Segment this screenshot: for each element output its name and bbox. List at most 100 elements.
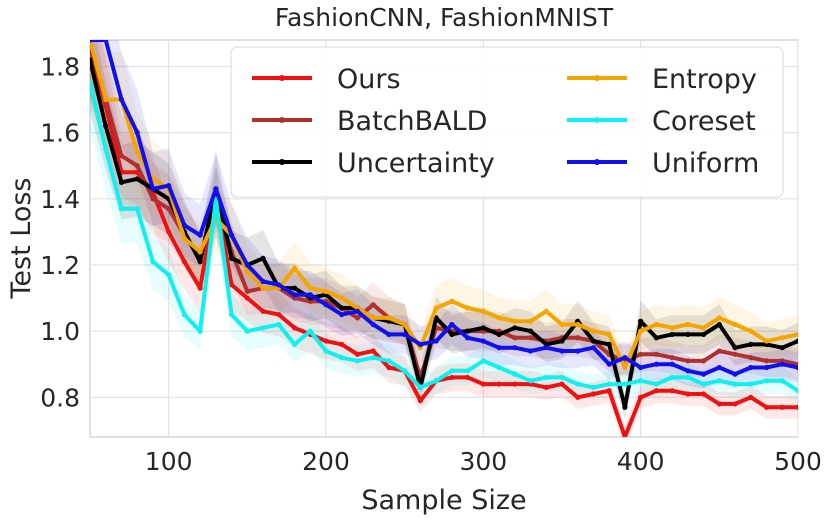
data-point-ours [291, 325, 298, 331]
y-tick-label: 1.8 [40, 52, 80, 81]
x-tick-label: 300 [459, 447, 507, 476]
data-point-entropy [465, 305, 471, 311]
data-point-uniform [433, 338, 439, 344]
series-lines [90, 40, 798, 437]
data-point-entropy [685, 321, 691, 328]
data-point-entropy [559, 321, 565, 328]
data-point-uncertainty [669, 331, 675, 338]
data-point-batchbald [134, 163, 140, 169]
series-line-coreset [90, 82, 798, 393]
data-point-coreset [229, 311, 235, 318]
y-tick-label: 1.2 [40, 251, 80, 280]
data-point-entropy [527, 318, 534, 324]
data-point-entropy [669, 325, 675, 331]
data-point-entropy [779, 335, 785, 341]
data-point-coreset [732, 381, 738, 387]
data-point-uncertainty [795, 338, 798, 344]
data-point-ours [323, 338, 329, 344]
legend-box [230, 46, 784, 198]
data-point-ours [606, 388, 612, 394]
data-point-uncertainty [512, 325, 518, 331]
data-point-entropy [260, 285, 266, 291]
data-point-coreset [701, 381, 707, 387]
data-point-batchbald [701, 358, 707, 364]
data-point-entropy [716, 315, 722, 321]
data-point-coreset [197, 328, 203, 334]
data-point-uniform [716, 364, 722, 371]
legend-marker [279, 75, 285, 81]
legend-label-uniform: Uniform [652, 148, 759, 179]
data-point-ours [590, 391, 597, 397]
data-point-uniform [465, 335, 471, 341]
data-point-ours [559, 381, 565, 387]
data-point-batchbald [512, 335, 518, 341]
series-line-uniform [90, 40, 798, 377]
data-point-ours [244, 295, 250, 301]
data-point-entropy [291, 265, 298, 271]
data-point-ours [166, 229, 172, 235]
data-point-uniform [496, 345, 502, 351]
data-point-uniform [669, 361, 675, 367]
data-point-uniform [417, 341, 423, 347]
data-point-batchbald [732, 351, 738, 357]
data-point-entropy [543, 308, 549, 314]
legend-label-entropy: Entropy [652, 64, 757, 95]
data-point-uncertainty [653, 335, 660, 341]
data-point-ours [763, 404, 770, 410]
data-point-entropy [795, 331, 798, 338]
data-point-uniform [260, 278, 266, 285]
data-point-uniform [748, 364, 754, 371]
data-point-batchbald [653, 351, 660, 357]
series-line-uncertainty [90, 59, 798, 410]
data-point-uniform [103, 40, 109, 43]
legend-label-batchbald: BatchBALD [337, 106, 487, 137]
data-point-uncertainty [496, 331, 502, 338]
data-point-coreset [685, 374, 691, 381]
data-point-entropy [307, 285, 313, 291]
data-point-uncertainty [638, 318, 644, 324]
data-point-entropy [638, 328, 644, 334]
data-point-uncertainty [197, 259, 203, 265]
legend-marker [279, 159, 285, 165]
data-point-uncertainty [701, 331, 707, 338]
data-point-uncertainty [90, 57, 93, 63]
data-point-batchbald [527, 335, 534, 341]
data-point-entropy [622, 364, 628, 371]
data-point-ours [339, 341, 345, 347]
data-point-coreset [606, 381, 612, 387]
band-uniform [90, 40, 798, 389]
data-point-coreset [559, 374, 565, 381]
data-point-entropy [732, 321, 738, 328]
data-point-ours [779, 404, 785, 410]
data-point-coreset [417, 384, 423, 390]
data-point-ours [197, 285, 203, 291]
data-point-entropy [701, 325, 707, 331]
data-point-coreset [763, 378, 770, 384]
data-point-uncertainty [103, 123, 109, 129]
data-point-uniform [622, 355, 628, 361]
data-point-uncertainty [260, 255, 266, 261]
data-point-uniform [370, 321, 376, 328]
data-point-uniform [307, 292, 313, 298]
data-point-entropy [103, 96, 109, 103]
data-point-uncertainty [339, 305, 345, 311]
data-point-entropy [590, 328, 597, 334]
data-point-ours [795, 404, 798, 410]
data-point-batchbald [166, 206, 172, 212]
data-point-ours [575, 394, 581, 400]
y-tick-label: 1.6 [40, 119, 80, 148]
data-point-coreset [512, 371, 518, 377]
data-point-batchbald [118, 153, 125, 159]
data-point-entropy [197, 249, 203, 255]
data-point-uniform [575, 348, 581, 354]
data-point-uniform [134, 130, 140, 136]
y-axis-label: Test Loss [6, 178, 37, 300]
data-point-ours [354, 351, 361, 357]
data-point-entropy [496, 315, 502, 321]
data-point-uniform [150, 186, 156, 192]
data-point-coreset [669, 374, 675, 381]
data-point-coreset [244, 328, 250, 334]
data-point-coreset [638, 378, 644, 384]
chart-title: FashionCNN, FashionMNIST [275, 3, 614, 32]
